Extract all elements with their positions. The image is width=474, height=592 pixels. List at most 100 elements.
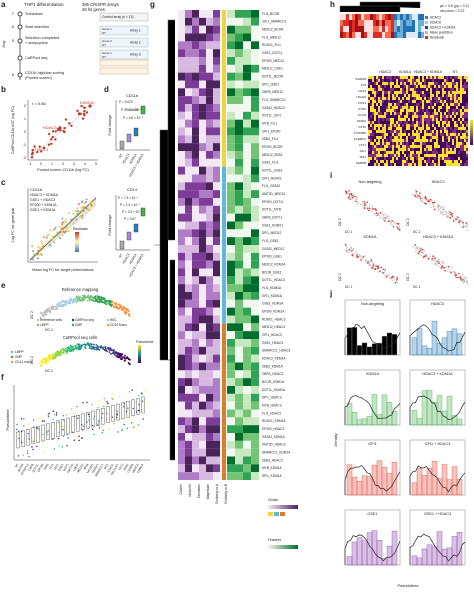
expr-cell xyxy=(404,127,406,130)
heat-cell xyxy=(178,425,185,433)
expr-cell xyxy=(384,103,386,106)
expr-cell xyxy=(462,118,464,121)
expr-cell xyxy=(370,103,372,106)
cell xyxy=(458,223,461,225)
heat-cell xyxy=(227,331,235,339)
expr-cell xyxy=(446,97,448,100)
expr-cell xyxy=(368,109,370,112)
expr-cell xyxy=(390,160,392,163)
expr-cell xyxy=(368,115,370,118)
heat-cell xyxy=(206,276,213,285)
heat-cell xyxy=(185,104,192,112)
expr-cell xyxy=(416,139,418,142)
cell xyxy=(363,255,366,257)
label: KDM1A xyxy=(136,463,145,474)
heat-cell xyxy=(199,213,206,222)
cell xyxy=(367,260,369,262)
heat-cell xyxy=(227,417,235,426)
heat-cell xyxy=(227,143,235,151)
expr-cell xyxy=(466,106,468,109)
label: Gene 1 xyxy=(102,27,112,31)
expr-cell xyxy=(466,145,468,148)
expr-cell xyxy=(452,142,454,145)
expr-cell xyxy=(378,136,380,139)
expr-cell xyxy=(454,79,456,82)
expr-cell xyxy=(406,91,408,94)
expr-cell xyxy=(402,100,404,103)
expr-cell xyxy=(370,130,372,133)
expr-cell xyxy=(404,91,406,94)
label: FLI1_MED12 xyxy=(262,35,281,39)
expr-cell xyxy=(372,118,374,121)
heat-cell xyxy=(373,14,376,20)
heat-cell xyxy=(178,393,185,402)
dot xyxy=(81,117,85,120)
dot xyxy=(121,428,123,431)
expr-cell xyxy=(394,118,396,121)
label: 2 xyxy=(62,162,64,166)
cell xyxy=(43,357,45,360)
expr-cell xyxy=(410,100,412,103)
heat-cell xyxy=(352,14,355,20)
hist-bar xyxy=(436,395,443,426)
expr-cell xyxy=(452,76,454,79)
expr-cell xyxy=(464,103,466,106)
expr-cell xyxy=(458,121,460,124)
legend-dot xyxy=(36,323,40,327)
cell xyxy=(84,346,86,348)
heat-cell xyxy=(178,174,185,183)
expr-cell xyxy=(452,115,454,118)
dot xyxy=(103,405,105,408)
cell xyxy=(447,211,450,214)
label: MED12 xyxy=(76,463,85,474)
cell xyxy=(412,194,414,196)
heat-cell xyxy=(235,151,243,159)
expr-cell xyxy=(372,142,374,145)
heat-cell xyxy=(227,464,235,473)
heat-cell xyxy=(400,32,403,38)
cluster-cell xyxy=(222,135,226,144)
label: Gene 1 xyxy=(102,51,112,55)
expr-cell xyxy=(424,139,426,142)
cell xyxy=(88,299,91,302)
expr-cell xyxy=(438,160,440,163)
expr-cell xyxy=(462,160,464,163)
dot xyxy=(67,437,69,439)
expr-cell xyxy=(404,121,406,124)
cell xyxy=(452,220,455,222)
heat-cell xyxy=(227,370,235,379)
expr-cell xyxy=(390,118,392,121)
expr-cell xyxy=(386,133,388,136)
expr-cell xyxy=(370,133,372,136)
expr-cell xyxy=(446,94,448,97)
heat-cell xyxy=(206,378,213,386)
expr-cell xyxy=(446,148,448,151)
dot xyxy=(41,242,44,245)
expr-cell xyxy=(386,115,388,118)
legend-cell xyxy=(268,512,273,516)
label: KMT2D_HDAC3 xyxy=(262,443,286,447)
heat-cell xyxy=(206,331,213,339)
cluster-cell xyxy=(222,440,226,449)
expr-cell xyxy=(388,79,390,82)
dot xyxy=(46,234,49,237)
label: SPI1_GSE1 xyxy=(262,82,279,86)
expr-cell xyxy=(430,139,432,142)
expr-cell xyxy=(402,145,404,148)
heat-cell xyxy=(235,158,243,167)
expr-cell xyxy=(414,133,416,136)
expr-cell xyxy=(400,82,402,85)
expr-cell xyxy=(448,76,450,79)
cell xyxy=(82,343,85,346)
heat-cell xyxy=(388,14,391,20)
cell xyxy=(420,250,423,253)
expr-cell xyxy=(444,139,446,142)
heat-cell xyxy=(227,284,235,292)
cell xyxy=(462,224,465,226)
heat-cell xyxy=(178,237,185,245)
hist-bar xyxy=(416,557,423,566)
heat-cell xyxy=(206,151,213,159)
expr-cell xyxy=(388,133,390,136)
expr-cell xyxy=(448,91,450,94)
heat-cell xyxy=(235,143,243,151)
